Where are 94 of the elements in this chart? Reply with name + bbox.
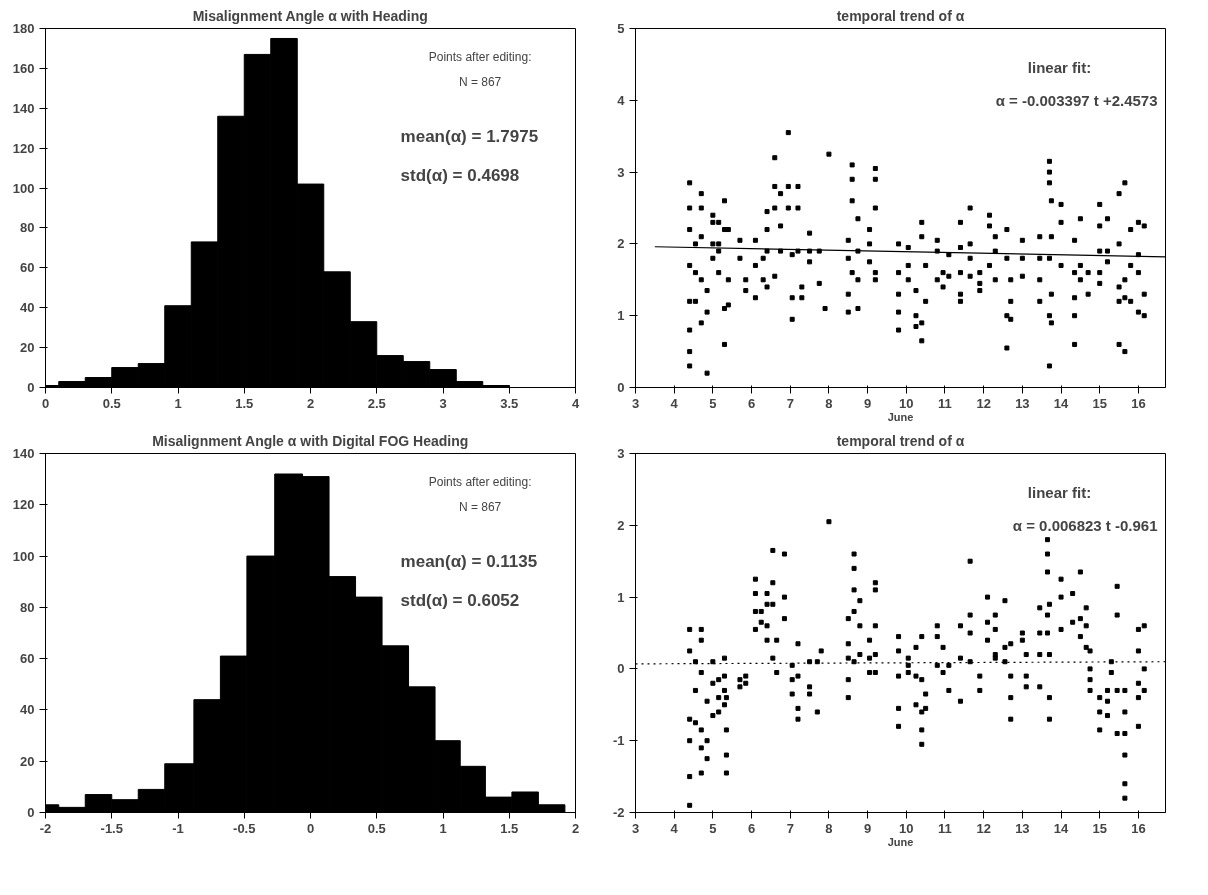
annotation: Points after editing: — [428, 50, 532, 65]
x-tick-label: 8 — [825, 395, 833, 411]
x-tick-label: 1.5 — [500, 820, 519, 836]
annotation: N = 867 — [458, 500, 502, 515]
x-tick-label: 0.5 — [102, 395, 121, 411]
y-tick-label: 0 — [27, 380, 35, 395]
y-tick-label: 140 — [12, 446, 35, 461]
chart-title: Misalignment Angle α with Heading — [192, 7, 428, 24]
x-tick-label: 11 — [938, 395, 952, 411]
x-tick-label: -0.5 — [233, 820, 256, 836]
y-tick-label: 100 — [12, 548, 35, 564]
x-tick-label: 15 — [1092, 820, 1107, 836]
x-tick-label: 7 — [786, 395, 794, 411]
y-tick-label: 4 — [617, 92, 626, 108]
x-tick-label: 7 — [786, 820, 794, 836]
y-tick-label: 5 — [617, 21, 625, 36]
x-tick-label: 13 — [1015, 820, 1030, 836]
y-tick-label: -1 — [612, 733, 625, 749]
x-tick-label: 4 — [571, 395, 580, 411]
annotation: mean(α) = 0.1135 — [400, 551, 538, 571]
x-axis-title: June — [887, 410, 914, 423]
annotation: α = -0.003397 t +2.4573 — [995, 91, 1158, 109]
y-tick-label: 0 — [27, 805, 35, 820]
x-tick-label: 0.5 — [367, 820, 386, 836]
y-tick-label: 1 — [617, 589, 625, 605]
y-tick-label: 2 — [617, 517, 625, 533]
x-tick-label: 3.5 — [500, 395, 519, 411]
y-tick-label: 3 — [617, 164, 625, 180]
y-tick-label: 100 — [12, 180, 35, 196]
x-tick-label: 3 — [631, 395, 640, 411]
y-tick-label: 140 — [12, 100, 35, 116]
x-tick-label: 5 — [709, 395, 717, 411]
annotation: linear fit: — [1027, 59, 1092, 77]
annotation: std(α) = 0.6052 — [400, 591, 520, 611]
x-tick-label: -1 — [172, 820, 184, 836]
x-tick-label: 6 — [747, 395, 756, 411]
x-tick-label: 2 — [571, 820, 580, 836]
y-tick-label: 160 — [12, 60, 35, 76]
x-tick-label: 12 — [976, 395, 991, 411]
y-tick-label: 60 — [20, 260, 35, 276]
x-tick-label: 9 — [864, 395, 872, 411]
x-tick-label: 14 — [1053, 820, 1070, 836]
x-tick-label: 1 — [439, 820, 447, 836]
annotation: mean(α) = 1.7975 — [400, 126, 539, 146]
y-tick-label: 40 — [20, 300, 35, 316]
y-tick-label: 20 — [20, 753, 35, 769]
y-tick-label: 80 — [20, 220, 35, 236]
x-tick-label: 12 — [976, 820, 991, 836]
y-tick-label: 3 — [617, 446, 625, 461]
annotation: N = 867 — [458, 75, 502, 90]
y-tick-label: 2 — [617, 236, 625, 252]
y-tick-label: 80 — [20, 599, 35, 615]
y-tick-label: 40 — [20, 702, 35, 718]
x-tick-label: 3 — [439, 395, 447, 411]
x-tick-label: 15 — [1092, 395, 1107, 411]
x-tick-label: 10 — [899, 820, 914, 836]
x-tick-label: 6 — [747, 820, 756, 836]
x-tick-label: 0 — [41, 395, 50, 411]
y-tick-label: 120 — [12, 497, 35, 513]
x-tick-label: 1.5 — [235, 395, 254, 411]
y-tick-label: 120 — [12, 140, 35, 156]
y-tick-label: 0 — [617, 661, 625, 677]
annotation: α = 0.006823 t -0.961 — [1012, 516, 1158, 534]
annotation: linear fit: — [1027, 484, 1092, 502]
y-tick-label: 0 — [617, 380, 625, 395]
chart-title: temporal trend of α — [836, 7, 965, 24]
x-tick-label: 16 — [1131, 395, 1146, 411]
x-tick-label: 2 — [306, 395, 315, 411]
x-tick-label: 9 — [864, 820, 872, 836]
x-tick-label: -1.5 — [100, 820, 123, 836]
x-tick-label: 11 — [938, 820, 952, 836]
y-tick-label: 20 — [20, 340, 35, 356]
x-axis-title: June — [887, 835, 914, 848]
annotation: Points after editing: — [428, 475, 532, 490]
x-tick-label: 4 — [670, 395, 679, 411]
chart-title: Misalignment Angle α with Digital FOG Heading — [152, 432, 469, 449]
x-tick-label: 3 — [631, 820, 640, 836]
x-tick-label: 2.5 — [367, 395, 386, 411]
x-tick-label: 1 — [174, 395, 182, 411]
x-tick-label: 14 — [1053, 395, 1070, 411]
y-tick-label: -2 — [612, 805, 625, 820]
x-tick-label: 16 — [1131, 820, 1146, 836]
y-tick-label: 1 — [617, 308, 625, 324]
x-tick-label: -2 — [39, 820, 52, 836]
x-tick-label: 13 — [1015, 395, 1030, 411]
x-tick-label: 8 — [825, 820, 833, 836]
annotation: std(α) = 0.4698 — [400, 166, 520, 186]
x-tick-label: 0 — [306, 820, 315, 836]
y-tick-label: 60 — [20, 651, 35, 667]
y-tick-label: 180 — [12, 21, 35, 36]
x-tick-label: 10 — [899, 395, 914, 411]
chart-title: temporal trend of α — [836, 432, 965, 449]
x-tick-label: 4 — [670, 820, 679, 836]
x-tick-label: 5 — [709, 820, 717, 836]
